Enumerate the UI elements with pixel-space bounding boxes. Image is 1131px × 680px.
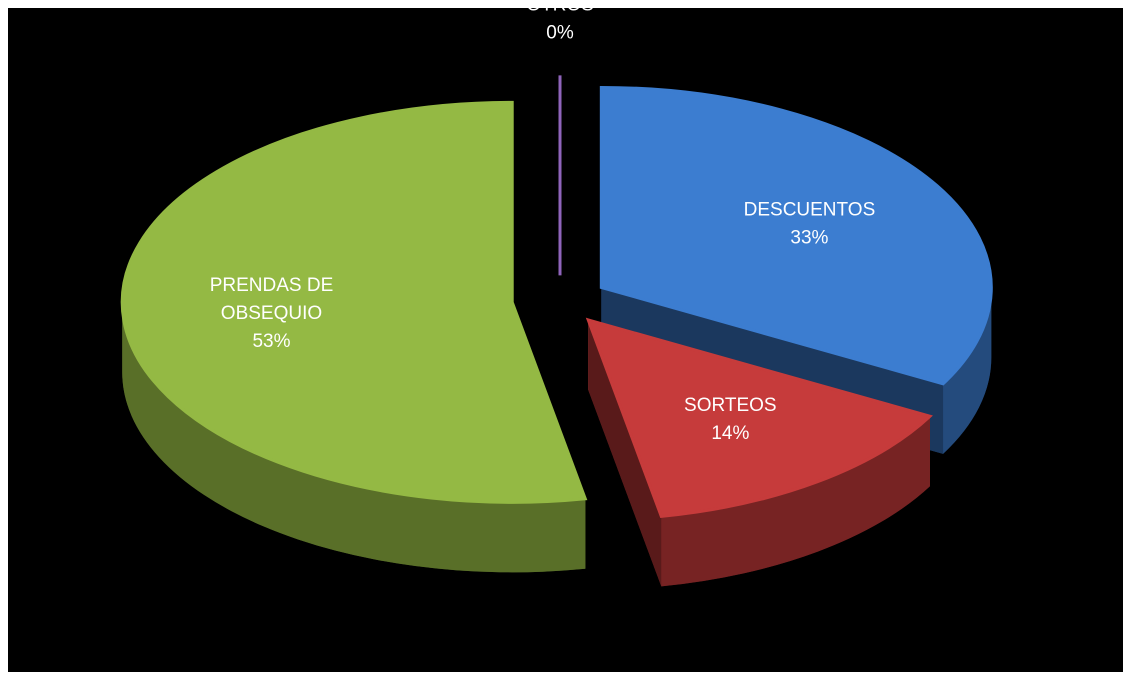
slice-label: OTROS [526, 0, 594, 15]
slice-side-shade [661, 416, 930, 587]
slice-value-label: 0% [546, 22, 574, 43]
pie-slice [585, 317, 933, 518]
slice-label: DESCUENTOS [744, 199, 876, 220]
slice-side [122, 302, 586, 573]
slice-value-label: 14% [711, 423, 749, 444]
slice-label-line: DESCUENTOS [744, 199, 876, 220]
pie-slice [120, 100, 588, 504]
slice-value-label: 53% [252, 331, 290, 352]
slice-label: PRENDAS DE OBSEQUIO [210, 275, 334, 324]
slice-value-label: 33% [790, 227, 828, 248]
slice-label-line: PRENDAS DE [210, 275, 334, 296]
slice-label-line: OTROS [526, 0, 594, 15]
slice [585, 317, 933, 587]
slice-side [943, 287, 992, 454]
slice-label-line: SORTEOS [684, 395, 777, 416]
slice-side-shade [943, 287, 992, 454]
pie-slice [599, 85, 993, 386]
slice-label-line: OBSEQUIO [221, 303, 322, 324]
slice-wall-shade [588, 319, 662, 587]
slice [120, 100, 588, 573]
slice-label: SORTEOS [684, 395, 777, 416]
slice-side-shade [122, 302, 586, 573]
slice-side [661, 416, 930, 587]
